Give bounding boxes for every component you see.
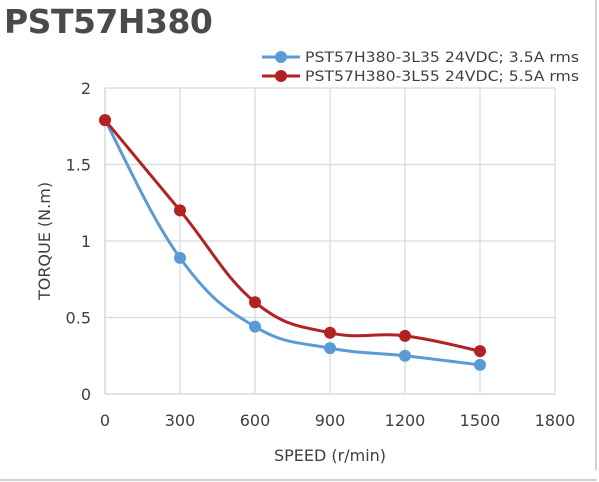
series-line-2 — [103, 119, 481, 353]
series-1-point-600 — [249, 320, 261, 333]
series-1-point-1200 — [399, 349, 411, 362]
series-2-point-0 — [99, 114, 111, 127]
series-2-point-1500 — [474, 345, 486, 358]
y-tick-label-2: 2 — [81, 79, 91, 98]
legend-label-2: PST57H380-3L55 24VDC; 5.5A rms — [305, 69, 579, 85]
x-tick-label-300: 300 — [165, 411, 196, 430]
frame-edge-bottom — [0, 479, 597, 481]
series-2-point-300 — [174, 204, 186, 217]
x-tick-label-600: 600 — [240, 411, 271, 430]
legend-label-1: PST57H380-3L35 24VDC; 3.5A rms — [305, 50, 579, 66]
series-2-point-900 — [324, 326, 336, 339]
chart-title: PST57H380 — [4, 2, 213, 41]
series-2-point-1200 — [399, 329, 411, 342]
series-1-point-900 — [324, 342, 336, 355]
y-tick-label-0: 0 — [81, 385, 91, 404]
series-1-point-1500 — [474, 358, 486, 371]
series-line-1 — [103, 119, 481, 367]
x-tick-label-0: 0 — [100, 411, 110, 430]
frame-edge-right — [595, 0, 597, 470]
x-tick-label-900: 900 — [315, 411, 346, 430]
series-2-point-600 — [249, 296, 261, 309]
x-axis-label: SPEED (r/min) — [274, 446, 386, 465]
y-tick-label-0.5: 0.5 — [66, 309, 91, 328]
y-axis-label: TORQUE (N.m) — [35, 182, 54, 301]
legend-marker-1 — [275, 51, 287, 63]
x-tick-label-1800: 1800 — [535, 411, 576, 430]
x-tick-label-1500: 1500 — [460, 411, 501, 430]
legend-marker-2 — [275, 70, 287, 82]
y-tick-label-1: 1 — [81, 232, 91, 251]
y-tick-label-1.5: 1.5 — [66, 156, 91, 175]
series-1-point-300 — [174, 251, 186, 264]
x-tick-label-1200: 1200 — [385, 411, 426, 430]
